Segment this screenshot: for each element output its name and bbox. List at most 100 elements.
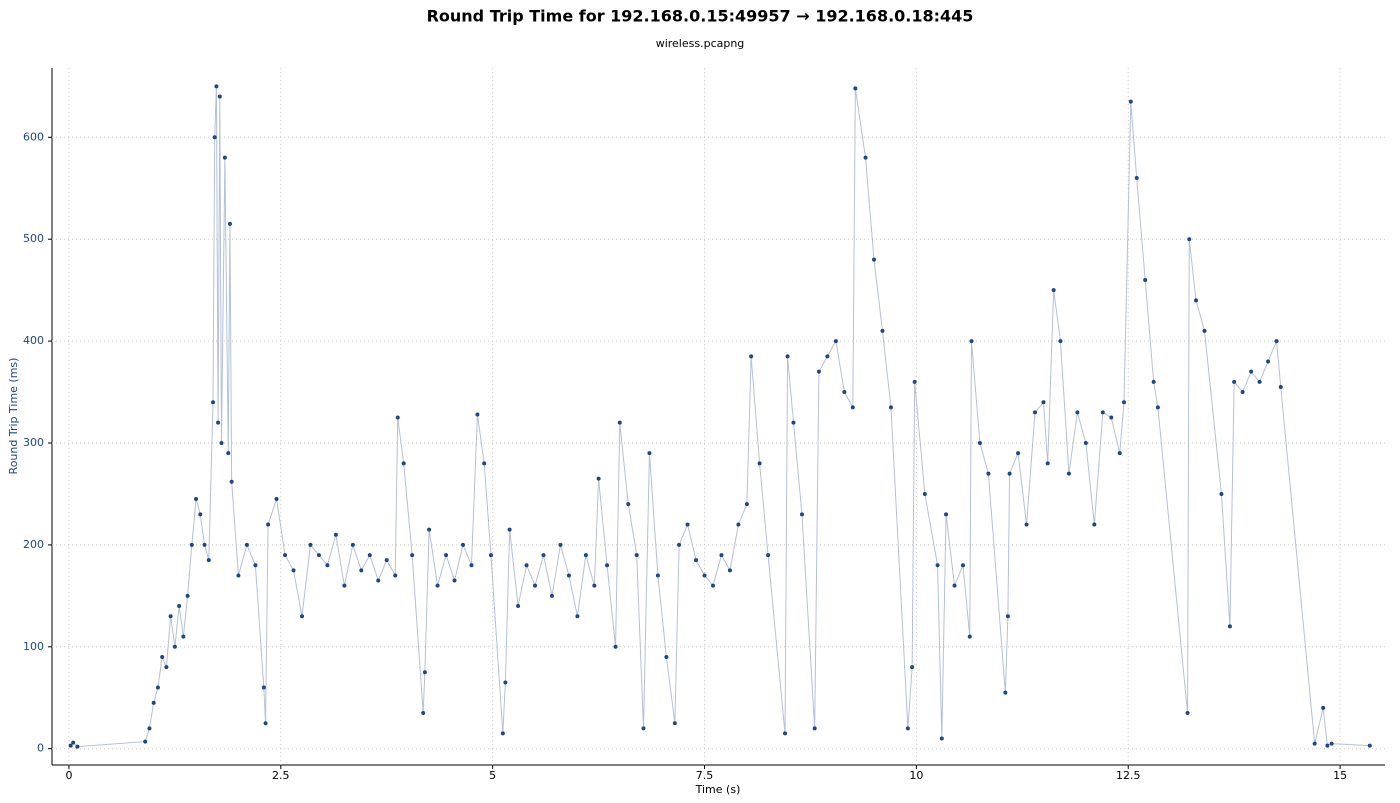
rtt-point: [626, 502, 631, 507]
y-tick-label: 500: [23, 232, 44, 245]
rtt-point: [727, 568, 732, 573]
rtt-point: [1329, 741, 1334, 746]
rtt-point: [325, 563, 330, 568]
rtt-point: [75, 744, 80, 749]
rtt-point: [164, 665, 169, 670]
rtt-point: [395, 415, 400, 420]
rtt-point: [461, 542, 466, 547]
rtt-point: [274, 497, 279, 502]
rtt-point: [1274, 339, 1279, 344]
rtt-point: [1092, 522, 1097, 527]
rtt-point: [791, 420, 796, 425]
rtt-point: [664, 654, 669, 659]
rtt-point: [744, 502, 749, 507]
rtt-point: [799, 512, 804, 517]
rtt-point: [1266, 359, 1271, 364]
rtt-point: [541, 553, 546, 558]
rtt-point: [1075, 410, 1080, 415]
rtt-point: [816, 369, 821, 374]
y-axis-label: Round Trip Time (ms): [7, 358, 20, 475]
rtt-point: [427, 527, 432, 532]
rtt-point: [1151, 379, 1156, 384]
rtt-point: [1109, 415, 1114, 420]
rtt-point: [719, 553, 724, 558]
rtt-point: [1051, 288, 1056, 293]
rtt-point: [1240, 390, 1245, 395]
y-tick-label: 200: [23, 538, 44, 551]
x-tick-label: 5: [489, 769, 496, 782]
rtt-point: [812, 726, 817, 731]
rtt-point: [202, 542, 207, 547]
rtt-point: [206, 558, 211, 563]
rtt-point: [283, 553, 288, 558]
rtt-point: [655, 573, 660, 578]
rtt-point: [350, 542, 355, 547]
rtt-point: [939, 736, 944, 741]
rtt-point: [333, 532, 338, 537]
rtt-point: [549, 593, 554, 598]
rtt-point: [558, 542, 563, 547]
rtt-point: [71, 740, 76, 745]
rtt-point: [168, 614, 173, 619]
rtt-point: [524, 563, 529, 568]
rtt-point: [384, 558, 389, 563]
rtt-point: [850, 405, 855, 410]
rtt-point: [685, 522, 690, 527]
rtt-point: [853, 86, 858, 91]
rtt-point: [212, 135, 217, 140]
rtt-point: [1155, 405, 1160, 410]
rtt-point: [211, 400, 216, 405]
rtt-point: [1128, 99, 1133, 104]
x-tick-label: 2.5: [272, 769, 290, 782]
x-tick-label: 15: [1333, 769, 1347, 782]
rtt-point: [401, 461, 406, 466]
rtt-point: [444, 553, 449, 558]
rtt-point: [1321, 705, 1326, 710]
rtt-point: [1249, 369, 1254, 374]
rtt-point: [198, 512, 203, 517]
rtt-point: [308, 542, 313, 547]
rtt-point: [410, 553, 415, 558]
rtt-point: [1232, 379, 1237, 384]
rtt-point: [1007, 471, 1012, 476]
rtt-point: [1058, 339, 1063, 344]
rtt-point: [359, 568, 364, 573]
rtt-point: [1003, 690, 1008, 695]
rtt-point: [1143, 277, 1148, 282]
rtt-point: [151, 700, 156, 705]
rtt-point: [1257, 379, 1262, 384]
rtt-point: [986, 471, 991, 476]
rtt-point: [566, 573, 571, 578]
rtt-point: [888, 405, 893, 410]
rtt-point: [1033, 410, 1038, 415]
rtt-point: [475, 412, 480, 417]
rtt-point: [952, 583, 957, 588]
y-tick-label: 600: [23, 130, 44, 143]
rtt-point: [143, 739, 148, 744]
rtt-point: [1227, 624, 1232, 629]
rtt-point: [710, 583, 715, 588]
rtt-point: [634, 553, 639, 558]
rtt-point: [1121, 400, 1126, 405]
rtt-line: [70, 86, 1370, 748]
rtt-point: [922, 491, 927, 496]
x-tick-label: 10: [909, 769, 923, 782]
rtt-point: [291, 568, 296, 573]
rtt-point: [342, 583, 347, 588]
rtt-point: [147, 726, 152, 731]
rtt-point: [1278, 384, 1283, 389]
rtt-point: [421, 711, 426, 716]
rtt-point: [583, 553, 588, 558]
rtt-point: [469, 563, 474, 568]
rtt-point: [488, 553, 493, 558]
rtt-point: [155, 685, 160, 690]
rtt-point: [422, 670, 427, 675]
rtt-point: [967, 634, 972, 639]
rtt-point: [1005, 614, 1010, 619]
rtt-point: [1367, 743, 1372, 748]
rtt-point: [236, 573, 241, 578]
rtt-point: [482, 461, 487, 466]
rtt-point: [177, 604, 182, 609]
rtt-point: [1185, 711, 1190, 716]
